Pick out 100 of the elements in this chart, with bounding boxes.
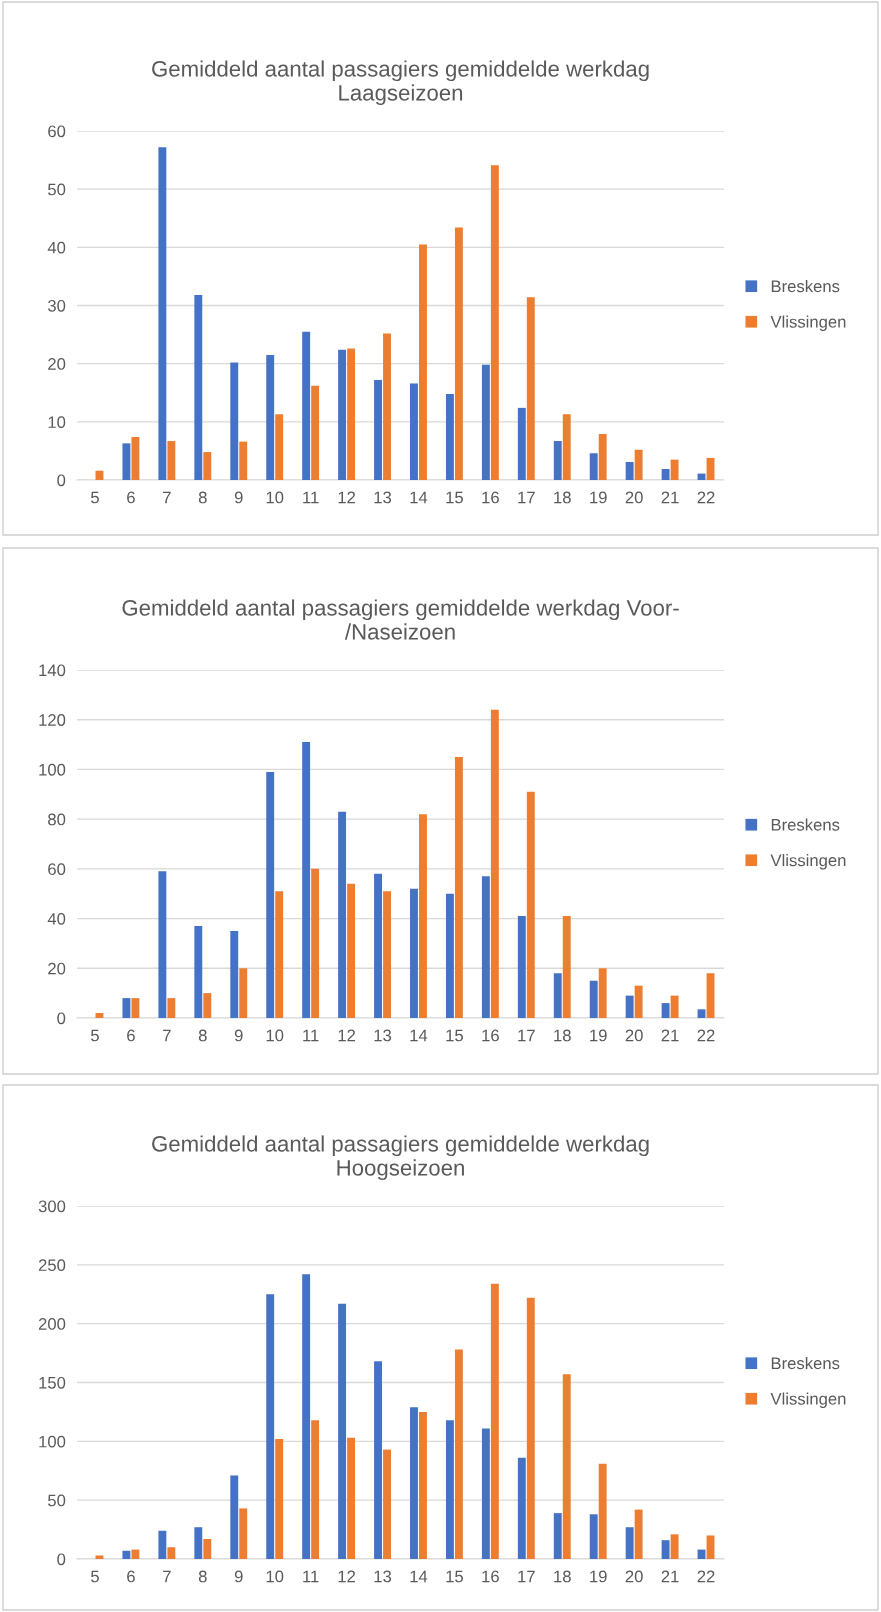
y-tick-label: 250 <box>38 1259 66 1272</box>
bar <box>311 385 320 480</box>
bar <box>158 147 167 480</box>
x-tick-label: 22 <box>697 1029 715 1042</box>
bar <box>419 1411 427 1559</box>
bar <box>302 742 311 1018</box>
x-tick-label: 5 <box>91 1029 99 1042</box>
y-tick-label: 50 <box>48 1494 66 1507</box>
bar <box>562 414 571 480</box>
x-tick-label: 20 <box>625 1570 643 1583</box>
x-tick-label: 19 <box>590 1029 607 1042</box>
bar <box>95 1013 104 1018</box>
bar <box>347 1437 356 1559</box>
x-tick-label: 21 <box>661 491 679 504</box>
x-tick-label: 20 <box>625 491 643 504</box>
x-tick-label: 12 <box>338 491 356 504</box>
bar <box>194 926 203 1018</box>
bar <box>481 364 490 480</box>
y-tick-label: 20 <box>48 962 66 975</box>
bar <box>266 1294 275 1559</box>
bar <box>131 998 140 1018</box>
x-tick-label: 17 <box>518 1570 535 1583</box>
x-tick-label: 8 <box>198 1570 207 1583</box>
bar <box>661 1003 670 1018</box>
bar <box>374 1361 382 1559</box>
x-tick-label: 18 <box>554 491 571 504</box>
y-tick-label: 30 <box>47 299 66 312</box>
bar <box>526 297 535 480</box>
bar <box>266 771 275 1018</box>
bar <box>562 1374 571 1559</box>
x-tick-label: 9 <box>234 491 243 504</box>
x-tick-label: 16 <box>482 1570 499 1583</box>
x-tick-label: 6 <box>127 1029 135 1042</box>
legend-label: Vlissingen <box>770 854 846 870</box>
bar <box>302 331 311 480</box>
y-tick-label: 0 <box>57 1012 66 1025</box>
x-tick-label: 9 <box>234 1029 243 1042</box>
bar <box>338 1303 347 1559</box>
bar <box>454 227 463 480</box>
x-tick-label: 14 <box>410 491 428 504</box>
bar <box>230 931 239 1018</box>
bar <box>697 1009 706 1018</box>
bar <box>481 1428 490 1559</box>
bar <box>526 791 535 1018</box>
x-tick-label: 13 <box>374 1570 392 1583</box>
legend-label: Breskens <box>771 1356 840 1370</box>
x-tick-label: 6 <box>127 1570 135 1583</box>
bar <box>598 1463 607 1559</box>
bar <box>167 441 176 480</box>
x-tick-label: 9 <box>234 1570 243 1583</box>
bar <box>625 995 634 1018</box>
bar <box>194 295 203 480</box>
y-tick-label: 300 <box>38 1200 66 1213</box>
bar <box>562 916 571 1018</box>
chart-title: Gemiddeld aantal passagiers gemiddelde werkdag Hoogseizoen <box>152 1135 649 1181</box>
bar <box>670 459 679 480</box>
bar <box>490 165 499 480</box>
bar <box>454 1349 463 1559</box>
bar <box>517 407 526 480</box>
bar <box>634 985 643 1018</box>
bar <box>445 1420 454 1559</box>
legend-label: Vlissingen <box>770 1392 846 1409</box>
bar <box>670 1534 679 1559</box>
y-tick-label: 40 <box>47 912 66 925</box>
bar <box>230 362 239 480</box>
bar <box>661 468 670 480</box>
x-tick-label: 19 <box>590 491 607 504</box>
bar <box>239 441 248 480</box>
bar <box>589 980 598 1018</box>
x-tick-label: 11 <box>303 491 319 504</box>
bar <box>194 1527 203 1559</box>
x-tick-label: 12 <box>338 1570 356 1583</box>
bar <box>383 891 391 1018</box>
bar <box>311 1420 320 1559</box>
bar <box>517 1457 526 1559</box>
bar <box>410 383 418 480</box>
x-tick-label: 8 <box>198 1029 207 1042</box>
x-tick-label: 13 <box>374 1029 392 1042</box>
chart-title: Gemiddeld aantal passagiers gemiddelde werkdag Laagseizoen <box>152 60 649 106</box>
x-tick-label: 20 <box>625 1029 643 1042</box>
bar <box>275 891 284 1018</box>
bar <box>347 348 356 480</box>
bar <box>419 244 427 480</box>
bar <box>311 868 320 1018</box>
x-tick-label: 16 <box>482 491 499 504</box>
bar <box>239 968 248 1018</box>
bar <box>553 1513 562 1559</box>
bar <box>203 993 212 1018</box>
x-tick-label: 22 <box>697 491 715 504</box>
bar <box>634 449 643 480</box>
bar <box>517 916 526 1018</box>
bar <box>374 379 382 480</box>
x-tick-label: 14 <box>410 1570 428 1583</box>
x-tick-label: 10 <box>266 1029 284 1042</box>
x-tick-label: 10 <box>266 491 284 504</box>
bar <box>445 393 454 480</box>
bar <box>239 1508 248 1559</box>
x-tick-label: 15 <box>446 1029 463 1042</box>
bar <box>122 1550 131 1559</box>
bar <box>158 1530 167 1559</box>
